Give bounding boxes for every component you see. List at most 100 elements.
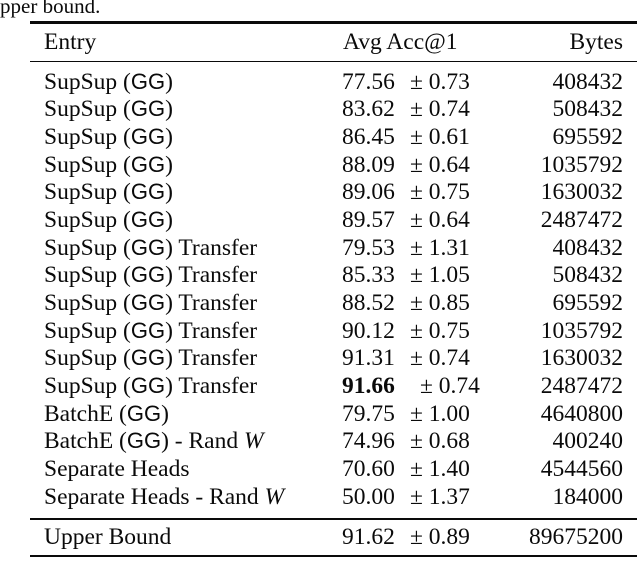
table-row: SupSup (GG) 88.09 ± 0.64 1035792	[30, 151, 637, 179]
acc-value: 88.09	[342, 151, 395, 178]
table-row: SupSup (GG) Transfer 79.53 ± 1.31 408432	[30, 234, 637, 262]
entry-cell: SupSup (GG)	[44, 179, 173, 206]
col-header-bytes: Bytes	[569, 28, 623, 55]
acc-value: 91.31	[342, 345, 395, 372]
entry-cell: BatchE (GG)	[44, 400, 169, 427]
acc-cell: 50.00 ± 1.37	[342, 484, 470, 511]
acc-value: 88.52	[342, 290, 395, 317]
table-row: SupSup (GG) 83.62 ± 0.74 508432	[30, 96, 637, 124]
acc-cell: 83.62 ± 0.74	[342, 96, 470, 123]
entry-cell: SupSup (GG) Transfer	[44, 317, 258, 344]
table-row: BatchE (GG) - Rand W 74.96 ± 0.68 400240	[30, 428, 637, 456]
acc-error: ± 0.64	[410, 206, 470, 233]
table-row: Separate Heads 70.60 ± 1.40 4544560	[30, 456, 637, 484]
acc-error: ± 0.74	[420, 373, 480, 400]
entry-cell: SupSup (GG)	[44, 68, 173, 95]
bytes-cell: 508432	[552, 96, 624, 123]
acc-cell: 86.45 ± 0.61	[342, 124, 470, 151]
entry-cell: SupSup (GG) Transfer	[44, 345, 258, 372]
entry-cell: BatchE (GG) - Rand W	[44, 428, 264, 455]
acc-value: 70.60	[342, 456, 395, 483]
entry-cell: Separate Heads	[44, 456, 190, 483]
table-row: SupSup (GG) Transfer 91.66 ± 0.74 248747…	[30, 373, 637, 401]
table-row: SupSup (GG) Transfer 85.33 ± 1.05 508432	[30, 262, 637, 290]
table-rule-above-footer	[30, 518, 637, 520]
table-footer-row: Upper Bound 91.62 ± 0.89 89675200	[30, 520, 637, 555]
results-table: Entry Avg Acc@1 Bytes SupSup (GG) 77.56 …	[30, 21, 637, 558]
table-body: SupSup (GG) 77.56 ± 0.73 408432 SupSup (…	[30, 62, 637, 518]
bytes-cell: 695592	[552, 290, 624, 317]
bytes-cell: 1630032	[540, 345, 623, 372]
acc-error: ± 1.40	[410, 456, 470, 483]
acc-error: ± 0.85	[410, 290, 470, 317]
acc-error: ± 1.31	[410, 234, 470, 261]
acc-error: ± 0.61	[410, 123, 470, 150]
acc-error: ± 0.89	[410, 523, 470, 550]
table-row: Separate Heads - Rand W 50.00 ± 1.37 184…	[30, 484, 637, 512]
acc-error: ± 0.64	[410, 151, 470, 178]
bytes-cell: 400240	[552, 428, 624, 455]
acc-value: 83.62	[342, 96, 395, 123]
bytes-cell: 184000	[552, 483, 624, 510]
bytes-cell: 408432	[552, 68, 624, 95]
entry-cell: SupSup (GG)	[44, 96, 173, 123]
table-row: BatchE (GG) 79.75 ± 1.00 4640800	[30, 400, 637, 428]
table-row: SupSup (GG) Transfer 88.52 ± 0.85 695592	[30, 290, 637, 318]
acc-value: 79.53	[342, 234, 395, 261]
bytes-cell: 1035792	[540, 151, 623, 178]
acc-value: 90.12	[342, 317, 395, 344]
acc-error: ± 0.73	[410, 68, 470, 95]
acc-error: ± 1.05	[410, 262, 470, 289]
caption-fragment: pper bound.	[0, 0, 101, 18]
col-header-acc: Avg Acc@1	[343, 28, 458, 55]
acc-error: ± 1.37	[410, 483, 470, 510]
acc-error: ± 0.68	[410, 428, 470, 455]
entry-cell: SupSup (GG) Transfer	[44, 262, 258, 289]
table-row: SupSup (GG) 86.45 ± 0.61 695592	[30, 124, 637, 152]
acc-cell: 85.33 ± 1.05	[342, 262, 470, 289]
entry-cell: SupSup (GG) Transfer	[44, 290, 258, 317]
entry-cell: Upper Bound	[44, 523, 172, 550]
table-rule-below-header	[30, 60, 637, 63]
bytes-cell: 2487472	[540, 373, 623, 400]
bytes-cell: 1035792	[540, 317, 623, 344]
acc-value: 91.62	[342, 523, 395, 550]
acc-cell: 70.60 ± 1.40	[342, 456, 470, 483]
acc-error: ± 0.75	[410, 179, 470, 206]
table-row: SupSup (GG) 89.06 ± 0.75 1630032	[30, 179, 637, 207]
bytes-cell: 508432	[552, 262, 624, 289]
acc-error: ± 1.00	[410, 400, 470, 427]
entry-cell: SupSup (GG) Transfer	[44, 373, 258, 400]
entry-cell: SupSup (GG)	[44, 151, 173, 178]
bytes-cell: 408432	[552, 234, 624, 261]
acc-cell: 91.31 ± 0.74	[342, 345, 470, 372]
acc-value: 74.96	[342, 428, 395, 455]
acc-value: 86.45	[342, 123, 395, 150]
acc-cell: 91.66 ± 0.74	[342, 373, 480, 400]
table-row: SupSup (GG) Transfer 91.31 ± 0.74 163003…	[30, 345, 637, 373]
acc-cell: 74.96 ± 0.68	[342, 428, 470, 455]
bytes-cell: 89675200	[529, 523, 623, 550]
bytes-cell: 695592	[552, 123, 624, 150]
entry-cell: SupSup (GG)	[44, 123, 173, 150]
acc-cell: 79.75 ± 1.00	[342, 401, 470, 428]
acc-value: 89.06	[342, 179, 395, 206]
acc-cell: 90.12 ± 0.75	[342, 318, 470, 345]
acc-cell: 89.57 ± 0.64	[342, 207, 470, 234]
table-rule-top	[30, 21, 637, 24]
entry-cell: Separate Heads - Rand W	[44, 483, 285, 510]
bytes-cell: 1630032	[540, 179, 623, 206]
acc-error: ± 0.74	[410, 96, 470, 123]
table-row: SupSup (GG) 89.57 ± 0.64 2487472	[30, 207, 637, 235]
acc-cell: 89.06 ± 0.75	[342, 179, 470, 206]
acc-cell: 88.52 ± 0.85	[342, 290, 470, 317]
entry-cell: SupSup (GG) Transfer	[44, 234, 258, 261]
acc-value: 77.56	[342, 68, 395, 95]
acc-error: ± 0.74	[410, 345, 470, 372]
table-header-row: Entry Avg Acc@1 Bytes	[30, 24, 637, 61]
acc-value: 79.75	[342, 400, 395, 427]
acc-cell: 79.53 ± 1.31	[342, 235, 470, 262]
acc-cell: 77.56 ± 0.73	[342, 69, 470, 96]
acc-cell: 91.62 ± 0.89	[342, 524, 470, 551]
